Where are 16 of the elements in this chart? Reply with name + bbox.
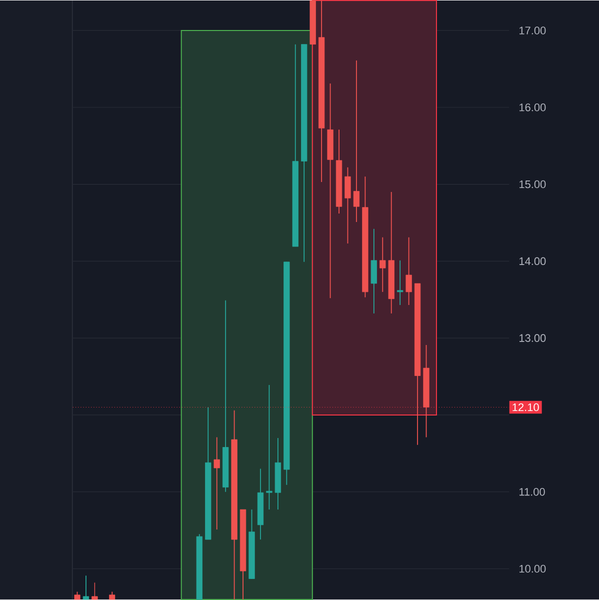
y-tick-label: 17.00 — [520, 26, 546, 34]
y-tick-label: 14.00 — [520, 257, 546, 266]
candlestick — [266, 384, 272, 510]
y-tick-label: 13.00 — [520, 334, 546, 342]
y-tick-label: 10.00 — [520, 564, 546, 573]
y-tick-label: 15.00 — [520, 180, 546, 188]
candlestick — [370, 228, 377, 314]
candlestick — [344, 166, 351, 244]
y-tick-label: 11.00 — [520, 488, 545, 496]
candlestick — [353, 60, 360, 222]
candlestick — [380, 236, 386, 292]
candlestick — [406, 236, 412, 306]
candlestick — [397, 260, 404, 306]
ref-line-label: 12.10 — [512, 403, 539, 412]
y-tick-label: 16.00 — [520, 103, 546, 112]
candlestick — [214, 436, 220, 530]
